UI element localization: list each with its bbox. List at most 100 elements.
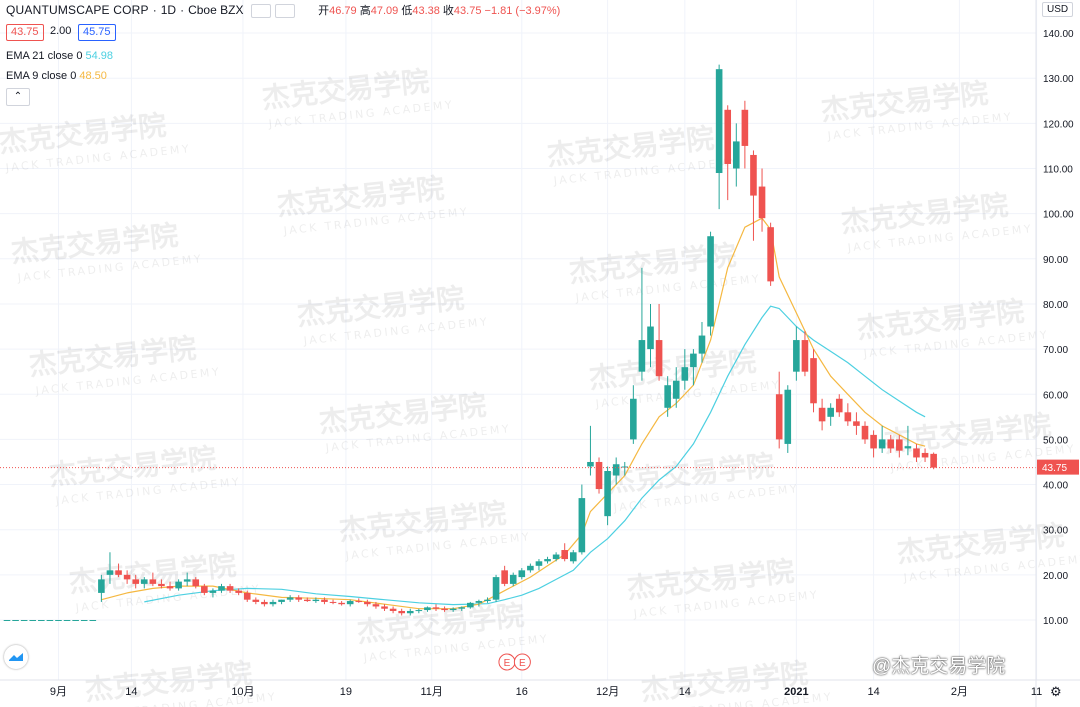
y-tick-label: 80.00 [1043, 300, 1068, 311]
x-tick-label: 12月 [596, 686, 619, 698]
ema9-value: 48.50 [79, 70, 107, 82]
y-tick-label: 10.00 [1043, 616, 1068, 627]
candle-body [261, 601, 268, 605]
corner-watermark: @杰克交易学院 [872, 656, 1006, 677]
chart-header: QUANTUMSCAPE CORP · 1D · Cboe BZX 开46.79 高47… [6, 3, 561, 18]
x-tick-label: 16 [516, 686, 528, 698]
earnings-marker-label: E [519, 658, 526, 669]
candle-body [286, 597, 294, 600]
candle [183, 572, 191, 587]
grid [0, 0, 1038, 680]
candle [46, 620, 54, 621]
candle [381, 604, 388, 611]
candle-body [715, 69, 723, 174]
candle-body [424, 607, 431, 611]
candle-body [827, 407, 834, 417]
candle-body [98, 579, 105, 593]
candle-body [467, 602, 474, 608]
x-tick-label: 19 [340, 686, 352, 698]
candle [647, 303, 654, 368]
candle [887, 434, 895, 453]
bid-price-box[interactable]: 43.75 [6, 24, 44, 41]
candle [587, 425, 594, 476]
candle [853, 412, 860, 435]
candle-body [372, 604, 380, 607]
candle [844, 403, 852, 426]
candle-body [518, 570, 526, 578]
y-tick-label: 50.00 [1043, 435, 1068, 446]
candle-body [158, 583, 165, 587]
candle [724, 105, 732, 201]
candle [527, 563, 534, 573]
visibility-toggle-button[interactable] [250, 3, 271, 18]
candle-body [921, 452, 929, 458]
last-price-tag: 43.75 [1037, 459, 1079, 475]
candle [595, 457, 603, 494]
candle [364, 599, 371, 607]
candle [295, 595, 303, 602]
symbol-name[interactable]: QUANTUMSCAPE CORP [6, 3, 149, 17]
candle-body [72, 620, 79, 621]
x-tick-label: 14 [867, 686, 879, 698]
candle [827, 403, 834, 426]
candle-body [132, 579, 139, 584]
candle [389, 606, 397, 614]
gear-icon[interactable]: ⚙ [1050, 684, 1062, 699]
logo-icon [9, 653, 23, 661]
candle-body [295, 597, 303, 600]
candle-body [896, 439, 903, 451]
candle [201, 583, 208, 596]
earnings-marker[interactable]: E [513, 653, 531, 671]
candle [175, 579, 182, 591]
candle-body [389, 608, 397, 611]
collapse-legend-button[interactable]: ⌃ [6, 88, 30, 106]
ask-price-box[interactable]: 45.75 [78, 24, 116, 41]
candle-body [432, 607, 440, 609]
interval-label[interactable]: 1D [160, 3, 177, 17]
candle [226, 583, 234, 593]
last-price-label: 43.75 [1042, 463, 1067, 474]
candle [518, 568, 526, 580]
candle [424, 606, 431, 612]
candle [621, 461, 629, 476]
currency-label[interactable]: USD [1042, 2, 1074, 17]
candle [484, 597, 491, 603]
ema9-legend[interactable]: EMA 9 close 0 48.50 [6, 70, 107, 82]
y-tick-label: 90.00 [1043, 255, 1068, 266]
settings-toggle-button[interactable] [274, 3, 295, 18]
candle-body [209, 590, 217, 593]
candle-body [561, 550, 568, 560]
candle [544, 556, 551, 564]
candle-body [595, 461, 603, 490]
candle [904, 425, 912, 456]
candle-body [612, 464, 620, 476]
candle-body [630, 398, 637, 440]
earnings-marker[interactable]: E [498, 653, 516, 671]
candle [398, 608, 405, 616]
candle [758, 168, 766, 232]
y-tick-label: 140.00 [1043, 29, 1074, 40]
tradingview-logo[interactable] [4, 645, 28, 669]
candle-body [870, 434, 877, 449]
candle [767, 222, 774, 286]
candle [235, 588, 242, 596]
candle [458, 606, 466, 611]
ema21-legend[interactable]: EMA 21 close 0 54.98 [6, 50, 114, 62]
y-tick-label: 70.00 [1043, 345, 1068, 356]
candle [501, 565, 508, 587]
candle-body [750, 154, 757, 196]
candle-body [904, 446, 912, 449]
candle-body [63, 620, 71, 621]
candle-body [406, 610, 414, 614]
candle [664, 376, 671, 417]
x-tick-label: 10月 [231, 686, 254, 698]
low-value: 43.38 [412, 5, 440, 17]
candle-body [758, 186, 766, 219]
